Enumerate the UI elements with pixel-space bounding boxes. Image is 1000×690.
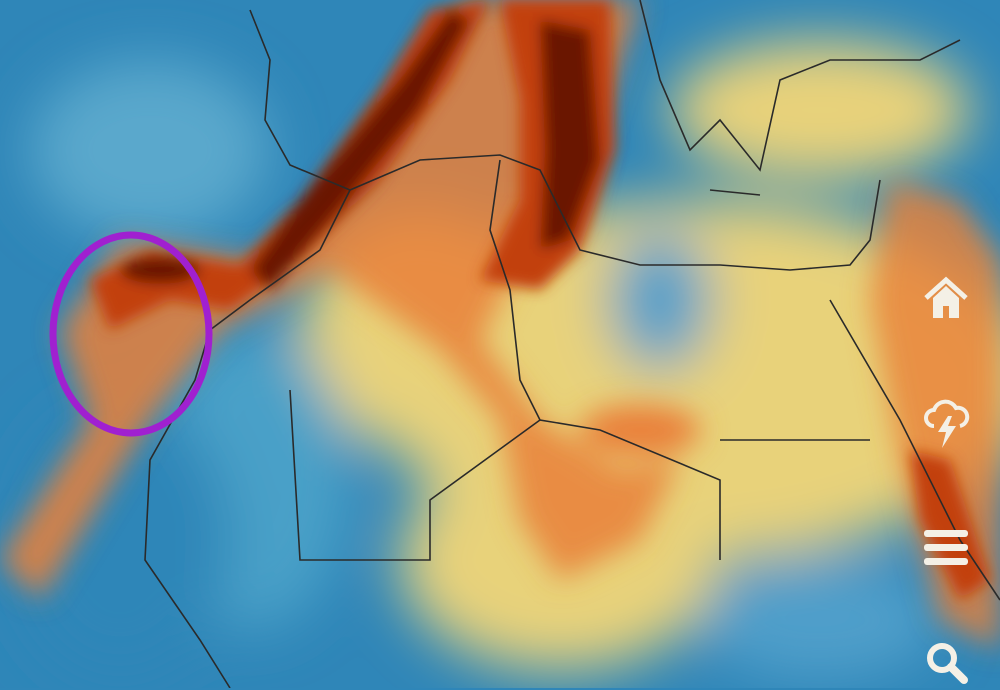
weather-layer-button[interactable] — [918, 396, 974, 452]
annotation-circle — [49, 231, 213, 437]
thunderstorm-icon — [924, 399, 970, 448]
menu-button[interactable] — [918, 520, 974, 576]
home-button[interactable] — [918, 270, 974, 326]
home-icon — [924, 276, 968, 318]
coastlines — [144, 0, 1000, 688]
menu-icon — [924, 530, 968, 565]
search-icon — [927, 643, 968, 684]
search-button[interactable] — [918, 634, 974, 690]
